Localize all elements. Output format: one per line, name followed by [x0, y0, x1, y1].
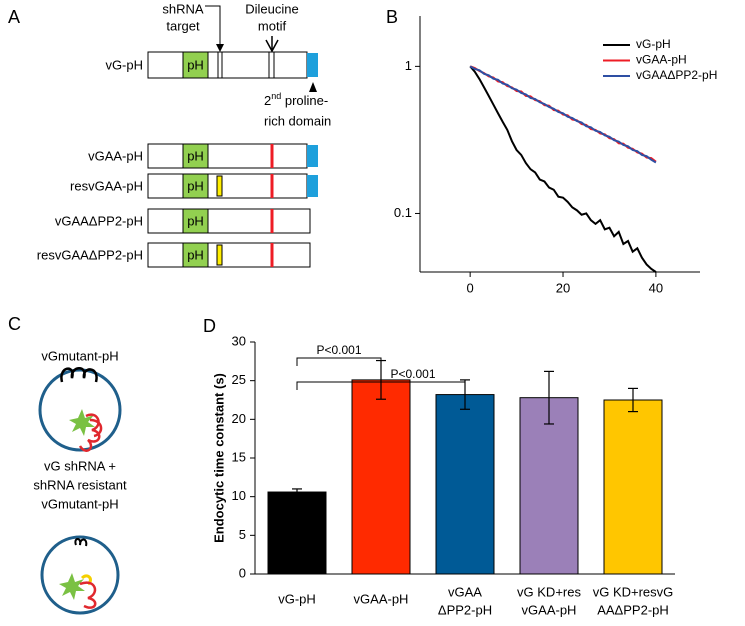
arrowhead	[265, 39, 279, 53]
annotation: motif	[258, 18, 287, 33]
vg-tail	[74, 538, 88, 547]
construct-name: vGAA-pH	[88, 148, 143, 163]
ph-domain	[182, 51, 209, 79]
y-tick-label: 5	[239, 527, 246, 542]
aa-mutation	[270, 243, 274, 267]
y-tick-label: 0.1	[394, 205, 412, 220]
y-tick-label: 1	[405, 58, 412, 73]
construct	[147, 173, 308, 199]
x-tick-label: 20	[556, 280, 570, 295]
bar	[519, 397, 579, 575]
x-tick-label: vG-pH	[278, 591, 316, 606]
x-tick-label: vGAA-pH	[522, 602, 577, 617]
annotation: shRNA	[162, 1, 204, 16]
ph-domain	[182, 173, 209, 199]
bar	[435, 394, 495, 575]
annotation-part: proline-	[281, 93, 328, 108]
arrow	[205, 5, 221, 50]
y-tick-label: 20	[232, 411, 246, 426]
panel-label: D	[203, 316, 216, 336]
annotation: Dileucine	[245, 1, 298, 16]
legend-label: vG-pH	[636, 37, 671, 51]
construct-name: resvGAAΔPP2-pH	[37, 247, 143, 262]
vg-protein	[89, 418, 103, 438]
caption: shRNA resistant	[33, 477, 127, 492]
annotation-part: nd	[271, 91, 281, 101]
arrowhead	[216, 44, 224, 52]
legend-label: vGAA-pH	[636, 53, 687, 67]
x-tick-label: vG KD+resvG	[593, 584, 674, 599]
significance-bracket	[296, 357, 382, 366]
significance-bracket	[296, 381, 466, 390]
caption: vGmutant-pH	[41, 348, 118, 363]
y-tick-label: 15	[232, 449, 246, 464]
vg-protein	[78, 413, 101, 452]
x-tick-label: 0	[467, 280, 474, 295]
series-line	[469, 65, 657, 164]
x-tick-label: AAΔPP2-pH	[597, 602, 669, 617]
panel-label: B	[386, 7, 398, 27]
annotation: rich domain	[264, 113, 331, 128]
bar	[351, 379, 411, 575]
ph-label: pH	[187, 57, 204, 72]
panel-label: C	[8, 314, 21, 334]
vesicle	[40, 535, 120, 615]
vesicle	[38, 368, 122, 452]
ph-domain	[182, 242, 209, 268]
aa-mutation	[270, 209, 274, 233]
panel-label: A	[8, 7, 20, 27]
proline-domain	[307, 145, 318, 167]
caption: vG shRNA +	[44, 458, 116, 473]
series-line	[469, 65, 657, 273]
ph-label: pH	[187, 247, 204, 262]
annotation-part: 2	[264, 93, 271, 108]
ph-marker	[69, 409, 95, 436]
annotation: 2nd proline-	[264, 91, 328, 108]
shrna-resistant	[216, 175, 223, 197]
construct	[147, 143, 308, 169]
x-tick-label: ΔPP2-pH	[438, 602, 492, 617]
construct-name: resvGAA-pH	[70, 178, 143, 193]
aa-mutation	[270, 174, 274, 198]
ph-domain	[182, 143, 209, 169]
x-tick-label: vGAA-pH	[354, 591, 409, 606]
x-tick-label: vGAA	[448, 584, 482, 599]
significance-label: P<0.001	[390, 367, 435, 381]
construct-name: vGAAΔPP2-pH	[55, 213, 143, 228]
y-tick-label: 0	[239, 565, 246, 580]
ph-label: pH	[187, 178, 204, 193]
annotation: target	[166, 18, 200, 33]
x-tick-label: 40	[649, 280, 663, 295]
y-axis-title: Endocytic time constant (s)	[211, 373, 226, 543]
y-tick-label: 25	[232, 372, 246, 387]
construct	[147, 208, 311, 234]
ph-label: pH	[187, 148, 204, 163]
ph-domain	[182, 208, 209, 234]
aa-mutation	[270, 144, 274, 168]
proline-domain	[307, 53, 318, 77]
construct	[147, 242, 311, 268]
shrna-resistant	[216, 244, 223, 266]
y-tick-label: 10	[232, 488, 246, 503]
bar	[267, 491, 327, 575]
x-tick-label: vG KD+res	[517, 584, 581, 599]
vg-tail	[60, 367, 98, 383]
arrowhead	[309, 82, 317, 92]
ph-marker	[59, 573, 85, 600]
legend-label: vGAAΔPP2-pH	[636, 68, 717, 82]
caption: vGmutant-pH	[41, 496, 118, 511]
vg-protein	[79, 581, 97, 609]
significance-label: P<0.001	[316, 343, 361, 357]
y-tick-label: 30	[232, 333, 246, 348]
construct	[147, 51, 308, 79]
ph-label: pH	[187, 213, 204, 228]
proline-domain	[307, 175, 318, 197]
construct-name: vG-pH	[105, 57, 143, 72]
bar	[603, 399, 663, 575]
